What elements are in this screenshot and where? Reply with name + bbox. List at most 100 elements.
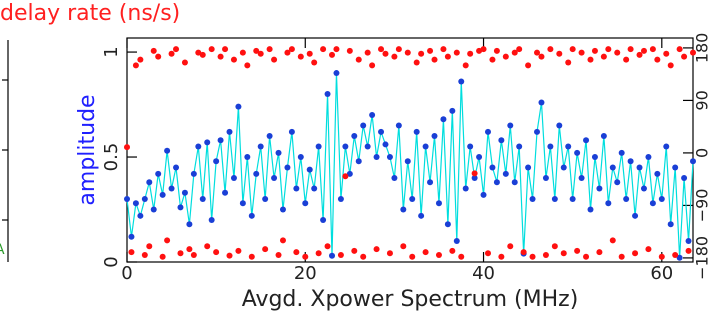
data-point <box>574 149 581 156</box>
data-point <box>458 78 465 85</box>
data-point <box>511 179 518 186</box>
data-point <box>311 59 318 66</box>
data-point <box>685 247 692 254</box>
data-point <box>293 185 300 192</box>
data-point <box>636 51 643 58</box>
data-point <box>534 49 541 56</box>
data-point <box>329 252 336 259</box>
data-point <box>409 196 416 203</box>
data-point <box>449 247 456 254</box>
data-point <box>244 154 251 161</box>
y-tick-label: 1 <box>101 46 122 57</box>
data-point <box>493 179 500 186</box>
data-point <box>444 221 451 228</box>
data-point <box>324 243 331 250</box>
data-point <box>440 116 447 123</box>
data-point <box>239 200 246 207</box>
data-point <box>431 56 438 63</box>
data-point <box>418 212 425 219</box>
data-point <box>560 250 567 257</box>
data-point <box>600 53 607 60</box>
data-point <box>502 170 509 177</box>
data-point <box>444 53 451 60</box>
data-point <box>302 200 309 207</box>
data-point <box>538 53 545 60</box>
data-point <box>681 175 688 182</box>
data-point <box>574 247 581 254</box>
data-point <box>453 49 460 56</box>
data-point <box>199 51 206 58</box>
data-point <box>391 53 398 60</box>
data-point <box>284 164 291 171</box>
data-point <box>351 247 358 254</box>
data-point <box>230 56 237 63</box>
data-point <box>177 250 184 257</box>
data-point <box>164 237 171 244</box>
data-point <box>364 49 371 56</box>
data-point <box>355 56 362 63</box>
y2-tick-label: 90 <box>693 90 710 110</box>
data-point <box>155 170 162 177</box>
y2-tick-label: 0 <box>693 148 710 158</box>
data-point <box>667 62 674 69</box>
data-point <box>627 46 634 53</box>
data-point <box>400 206 407 213</box>
data-point <box>181 59 188 66</box>
data-point <box>449 107 456 114</box>
y2-tick-label: −90 <box>693 189 710 223</box>
data-point <box>141 252 148 258</box>
data-point <box>645 246 652 253</box>
data-point <box>578 175 585 182</box>
data-point <box>404 158 411 165</box>
data-point <box>676 46 683 53</box>
data-point <box>453 238 460 245</box>
data-point <box>462 185 469 192</box>
data-point <box>431 133 438 140</box>
data-point <box>382 141 389 148</box>
data-point <box>427 179 434 186</box>
data-point <box>632 212 639 219</box>
data-point <box>226 252 233 259</box>
data-point <box>516 46 523 53</box>
data-point <box>618 149 625 156</box>
data-point <box>458 253 465 260</box>
data-point <box>288 46 295 53</box>
data-point <box>462 62 469 69</box>
data-point <box>484 250 491 257</box>
data-point <box>551 243 558 250</box>
data-point <box>489 56 496 63</box>
data-point <box>569 196 576 203</box>
data-point <box>690 158 696 165</box>
data-point <box>190 170 197 177</box>
data-point <box>190 252 197 258</box>
data-point <box>137 212 144 219</box>
data-point <box>418 50 425 57</box>
data-point <box>587 206 594 213</box>
data-point <box>587 56 594 63</box>
data-point <box>159 253 166 260</box>
data-point <box>360 122 367 129</box>
data-point <box>618 253 625 260</box>
data-point <box>141 196 148 203</box>
data-point <box>222 46 229 53</box>
data-point <box>596 249 603 256</box>
data-point <box>663 50 670 57</box>
data-point <box>507 122 514 129</box>
data-point <box>146 179 153 186</box>
data-point <box>591 154 598 161</box>
data-point <box>351 133 358 140</box>
data-point <box>681 53 688 60</box>
data-point <box>208 217 215 224</box>
data-point <box>271 175 278 182</box>
data-point <box>471 170 478 177</box>
data-point <box>337 196 344 203</box>
data-point <box>538 99 545 106</box>
data-point <box>320 46 327 53</box>
data-point <box>355 158 362 165</box>
data-point <box>324 91 331 98</box>
data-point <box>623 196 630 203</box>
data-point <box>257 143 264 150</box>
data-point <box>480 191 487 198</box>
data-point <box>279 237 286 244</box>
data-point <box>177 204 184 211</box>
